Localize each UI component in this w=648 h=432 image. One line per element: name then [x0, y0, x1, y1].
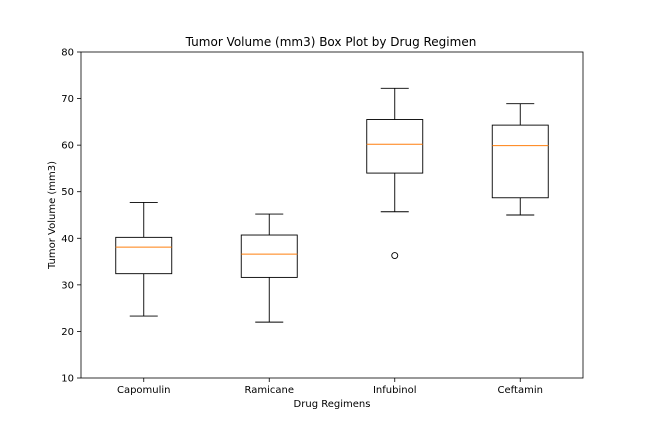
box-body [240, 234, 298, 278]
chart-title: Tumor Volume (mm3) Box Plot by Drug Regi… [185, 35, 477, 49]
x-tick-label: Capomulin [117, 385, 171, 396]
y-tick-label: 80 [61, 48, 74, 59]
y-tick-label: 20 [61, 327, 74, 338]
box-ceftamin [491, 103, 549, 216]
x-tick-label: Ceftamin [498, 385, 543, 396]
box-ramicane [240, 213, 298, 323]
box-body [366, 119, 424, 174]
x-tick-label: Infubinol [373, 385, 417, 396]
x-axis: Capomulin Ramicane Infubinol Ceftamin [117, 378, 543, 396]
box-body [115, 236, 173, 275]
box-body [491, 124, 549, 199]
x-axis-label: Drug Regimens [294, 399, 371, 410]
y-tick-label: 10 [61, 374, 74, 385]
x-tick-label: Ramicane [245, 385, 295, 396]
y-tick-label: 50 [61, 187, 74, 198]
box-infubinol [366, 87, 424, 259]
y-tick-label: 30 [61, 280, 74, 291]
box-capomulin [115, 201, 173, 317]
plot-frame [80, 51, 584, 379]
y-axis: 10 20 30 40 50 60 70 80 [61, 48, 81, 385]
y-axis-label: Tumor Volume (mm3) [47, 161, 58, 270]
outlier-point [391, 252, 399, 259]
y-tick-label: 70 [61, 94, 74, 105]
y-tick-label: 60 [61, 141, 74, 152]
plot-area [115, 87, 549, 323]
y-tick-label: 40 [61, 234, 74, 245]
